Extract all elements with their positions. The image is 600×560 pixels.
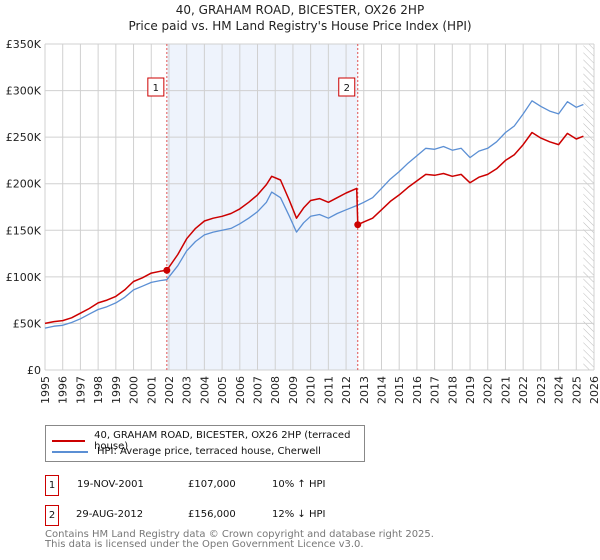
x-tick-label: 2026 (588, 376, 600, 404)
x-tick-label: 2006 (234, 376, 247, 404)
y-tick-label: £0 (27, 364, 41, 377)
transaction-hpi: 10% ↑ HPI (272, 479, 326, 490)
x-tick-label: 2019 (464, 376, 477, 404)
sale-label: 1 (153, 83, 159, 94)
y-tick-label: £300K (6, 85, 42, 98)
x-tick-label: 2005 (216, 376, 229, 404)
y-tick-label: £150K (6, 224, 42, 237)
x-tick-label: 2007 (252, 376, 265, 404)
sale-label-box (147, 77, 165, 97)
x-tick-label: 2010 (305, 376, 318, 404)
transaction-badge: 2 (45, 505, 59, 526)
sale-label: 2 (344, 83, 350, 94)
sale-point (354, 221, 362, 229)
forecast-hatch (583, 44, 594, 370)
legend-blue-line (52, 450, 88, 453)
x-tick-label: 2001 (145, 376, 158, 404)
y-tick-label: £100K (6, 271, 42, 284)
x-tick-label: 2023 (535, 376, 548, 404)
x-tick-label: 1996 (57, 376, 70, 404)
legend-label: 40, GRAHAM ROAD, BICESTER, OX26 2HP (ter… (94, 430, 351, 452)
price-chart: 40, GRAHAM ROAD, BICESTER, OX26 2HP Pric… (6, 3, 600, 404)
footer: Contains HM Land Registry data © Crown c… (45, 530, 434, 550)
x-tick-label: 2021 (499, 376, 512, 404)
legend-label: HPI: Average price, terraced house, Cher… (97, 446, 321, 457)
transaction-badge: 1 (45, 475, 59, 496)
chart-subtitle: Price paid vs. HM Land Registry's House … (128, 19, 471, 33)
y-tick-label: £250K (6, 131, 42, 144)
sale-point (163, 266, 171, 274)
hpi-series-line (44, 100, 584, 329)
x-tick-label: 1995 (39, 376, 52, 404)
legend-item-hpi: HPI: Average price, terraced house, Cher… (52, 446, 321, 457)
sale-label-box (338, 77, 356, 97)
legend: 40, GRAHAM ROAD, BICESTER, OX26 2HP (ter… (45, 425, 365, 462)
x-tick-label: 1999 (110, 376, 123, 404)
legend-item-property: 40, GRAHAM ROAD, BICESTER, OX26 2HP (ter… (52, 430, 364, 452)
x-tick-label: 2025 (570, 376, 583, 404)
x-tick-label: 2020 (482, 376, 495, 404)
transaction-date: 29-AUG-2012 (76, 509, 144, 520)
footer-copyright: Contains HM Land Registry data © Crown c… (45, 529, 434, 540)
property-series-line (44, 131, 584, 325)
transaction-price: £156,000 (188, 509, 236, 520)
x-tick-label: 2022 (517, 376, 530, 404)
x-tick-label: 2011 (322, 376, 335, 404)
x-tick-label: 2003 (181, 376, 194, 404)
x-tick-label: 2016 (411, 376, 424, 404)
x-tick-label: 2002 (163, 376, 176, 404)
transaction-hpi: 12% ↓ HPI (272, 509, 326, 520)
x-tick-label: 2018 (446, 376, 459, 404)
transaction-date: 19-NOV-2001 (77, 479, 144, 490)
x-tick-label: 1998 (92, 376, 105, 404)
x-tick-label: 2008 (269, 376, 282, 404)
y-tick-label: £200K (6, 178, 42, 191)
x-tick-label: 1997 (74, 376, 87, 404)
x-tick-label: 2017 (429, 376, 442, 404)
y-tick-label: £50K (13, 317, 42, 330)
x-tick-label: 2009 (287, 376, 300, 404)
footer-licence: This data is licensed under the Open Gov… (45, 539, 364, 550)
transaction-price: £107,000 (188, 479, 236, 490)
x-tick-label: 2013 (358, 376, 371, 404)
y-tick-label: £350K (6, 38, 42, 51)
x-tick-label: 2014 (375, 376, 388, 404)
legend-red-line (52, 440, 86, 442)
x-tick-label: 2015 (393, 376, 406, 404)
x-tick-label: 2024 (553, 376, 566, 404)
x-tick-label: 2004 (198, 376, 211, 404)
chart-title: 40, GRAHAM ROAD, BICESTER, OX26 2HP (176, 3, 424, 17)
x-tick-label: 2000 (128, 376, 141, 404)
x-tick-label: 2012 (340, 376, 353, 404)
